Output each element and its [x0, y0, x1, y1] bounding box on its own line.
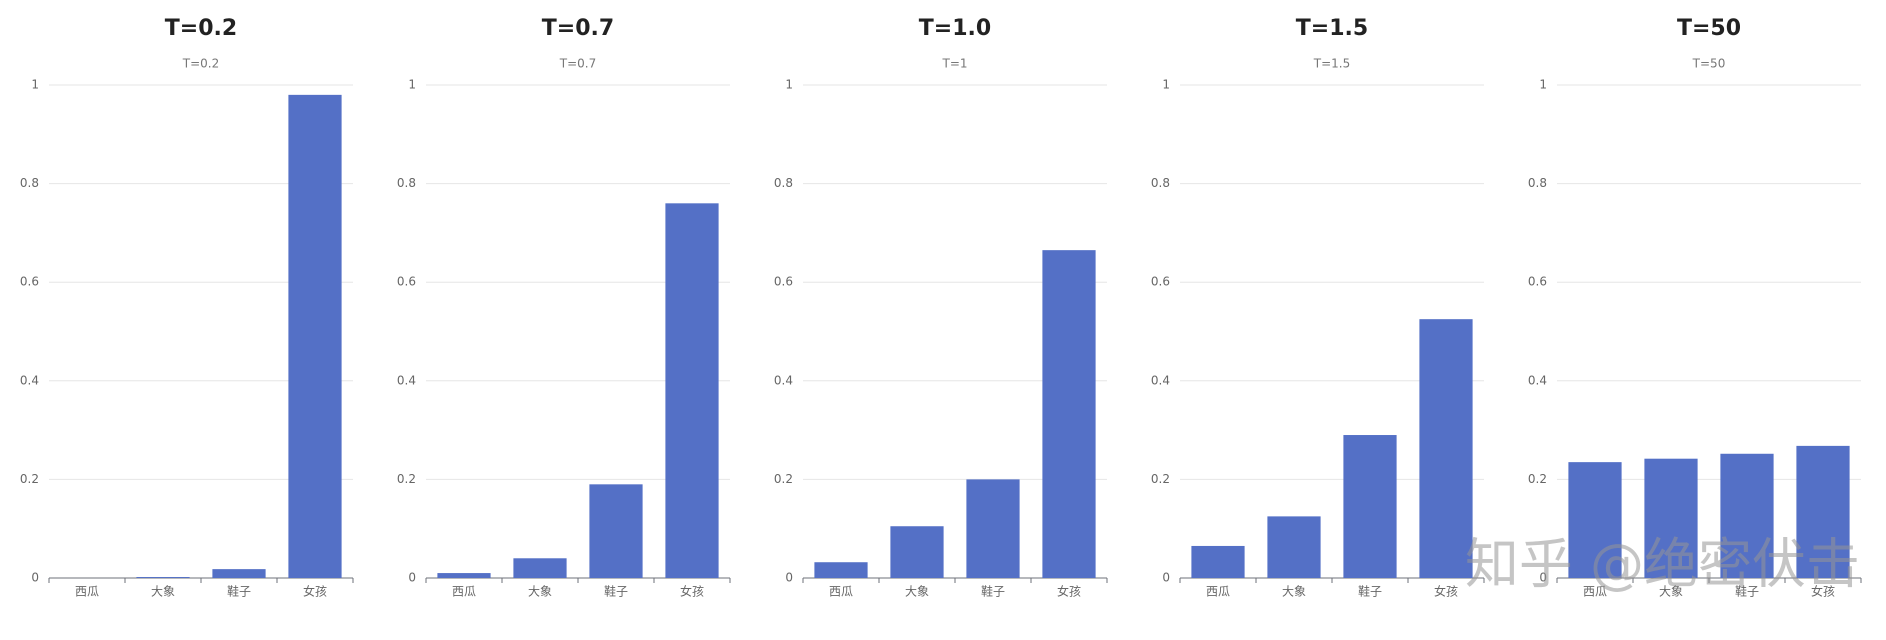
bar	[288, 94, 342, 579]
bar	[890, 526, 944, 578]
x-tick-label: 鞋子	[227, 584, 251, 599]
bar	[665, 203, 719, 578]
bar	[1796, 445, 1850, 578]
y-tick-label: 0.2	[397, 472, 416, 486]
x-tick-label: 大象	[1659, 585, 1683, 599]
y-tick-label: 1	[408, 78, 416, 92]
x-tick-label: 大象	[528, 585, 552, 599]
y-tick-label: 0.6	[397, 275, 416, 289]
x-tick-label: 大象	[905, 585, 929, 599]
chart-title: T=0.2	[165, 16, 237, 41]
y-tick-label: 0.2	[1151, 472, 1170, 486]
y-tick-label: 0.4	[774, 373, 793, 387]
y-tick-label: 0.8	[1528, 176, 1547, 190]
x-tick-label: 西瓜	[829, 585, 853, 599]
y-tick-label: 0.8	[20, 176, 39, 190]
x-tick-label: 鞋子	[1358, 584, 1382, 599]
bar	[814, 562, 868, 578]
chart-subtitle: T=1.5	[1313, 57, 1350, 71]
bar	[966, 479, 1020, 578]
watermark: 知乎 @绝密伏击	[1465, 533, 1860, 596]
y-tick-label: 0.4	[1528, 373, 1547, 387]
chart-subtitle: T=50	[1692, 57, 1726, 71]
x-tick-label: 鞋子	[981, 584, 1005, 599]
bar	[1720, 453, 1774, 578]
x-tick-label: 鞋子	[604, 584, 628, 599]
x-tick-label: 女孩	[303, 584, 327, 599]
bar	[513, 558, 567, 578]
y-tick-label: 0	[408, 571, 416, 585]
y-tick-label: 0	[785, 571, 793, 585]
y-tick-label: 0.4	[1151, 373, 1170, 387]
x-tick-label: 大象	[1282, 585, 1306, 599]
bar	[1042, 250, 1096, 578]
bar	[136, 577, 190, 578]
y-tick-label: 0.4	[397, 373, 416, 387]
x-tick-label: 女孩	[1057, 584, 1081, 599]
y-tick-label: 0.2	[1528, 472, 1547, 486]
y-tick-label: 0.6	[1528, 275, 1547, 289]
chart-title: T=1.0	[919, 16, 991, 41]
y-tick-label: 0	[31, 571, 39, 585]
x-tick-label: 西瓜	[1583, 585, 1607, 599]
y-tick-label: 0.6	[1151, 275, 1170, 289]
y-tick-label: 1	[31, 78, 39, 92]
bar	[1644, 458, 1698, 578]
bar	[437, 573, 491, 578]
y-tick-label: 1	[1539, 78, 1547, 92]
bar	[212, 569, 266, 578]
chart-title: T=1.5	[1296, 16, 1368, 41]
chart-subtitle: T=1	[941, 57, 967, 71]
x-tick-label: 鞋子	[1735, 584, 1759, 599]
chart-subtitle: T=0.7	[559, 57, 596, 71]
y-tick-label: 0.8	[397, 176, 416, 190]
chart-title: T=0.7	[542, 16, 614, 41]
bar	[1191, 545, 1245, 578]
chart-subtitle: T=0.2	[182, 57, 219, 71]
bar	[589, 484, 643, 578]
y-tick-label: 0.2	[774, 472, 793, 486]
bar	[1419, 319, 1473, 578]
x-tick-label: 西瓜	[452, 585, 476, 599]
x-tick-label: 西瓜	[1206, 585, 1230, 599]
y-tick-label: 0.8	[774, 176, 793, 190]
x-tick-label: 大象	[151, 585, 175, 599]
x-tick-label: 女孩	[1811, 584, 1835, 599]
y-tick-label: 0.6	[774, 275, 793, 289]
x-tick-label: 女孩	[1434, 584, 1458, 599]
y-tick-label: 1	[1162, 78, 1170, 92]
bar	[1343, 435, 1397, 578]
bar	[1267, 516, 1321, 578]
bar	[1568, 462, 1622, 578]
y-tick-label: 0.4	[20, 373, 39, 387]
y-tick-label: 0.2	[20, 472, 39, 486]
y-tick-label: 0	[1539, 571, 1547, 585]
y-tick-label: 1	[785, 78, 793, 92]
y-tick-label: 0.8	[1151, 176, 1170, 190]
x-tick-label: 西瓜	[75, 585, 99, 599]
y-tick-label: 0	[1162, 571, 1170, 585]
x-tick-label: 女孩	[680, 584, 704, 599]
chart-title: T=50	[1677, 16, 1741, 41]
y-tick-label: 0.6	[20, 275, 39, 289]
